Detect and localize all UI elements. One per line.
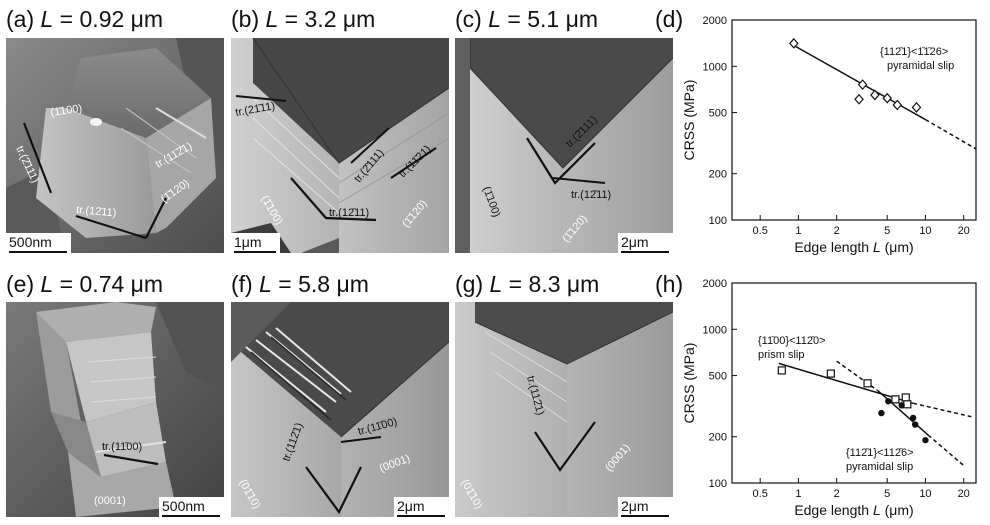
data-point-square	[826, 369, 835, 378]
x-tick-label: 2	[834, 225, 840, 237]
y-tick-label: 1000	[703, 324, 727, 336]
fit-line-dashed	[927, 434, 965, 467]
scale-bar-f: 2μm	[394, 497, 449, 517]
data-point-square	[863, 379, 872, 388]
panel-e-title: (e) L = 0.74 μm	[6, 271, 164, 297]
sem-image-e: tr.(11̄00) (0001) 500nm	[6, 302, 224, 517]
sem-c-label-2: tr.(12̄11)	[571, 189, 611, 201]
data-point-diamond	[882, 92, 893, 104]
x-tick-label: 10	[919, 488, 931, 500]
sem-e-label-2: (0001)	[94, 495, 126, 507]
x-axis-label: Edge length L (μm)	[794, 502, 913, 518]
data-point-diamond	[870, 89, 880, 101]
sem-image-g: tr.(112̄1) (01̄10) (0001) 2μm	[455, 302, 673, 517]
data-point-square	[901, 393, 910, 402]
annotation-pyramidal-slip: pyramidal slip	[887, 60, 954, 72]
crss-chart-h: 0.5 1 2 5 10 20 100 200 500 1000 2000 CRSS (MPa) E…	[681, 278, 977, 518]
sem-a-label-1: (1̄100)	[50, 103, 83, 119]
panel-b-title: (b) L = 3.2 μm	[231, 6, 376, 32]
annotation-prism-slip: prism slip	[758, 349, 804, 361]
sem-b-label-5: tr.(12̄11)	[329, 207, 369, 219]
y-tick-label: 2000	[703, 15, 727, 27]
x-tick-label: 1	[795, 225, 801, 237]
y-tick-label: 100	[709, 478, 727, 490]
y-tick-label: 2000	[703, 278, 727, 290]
fit-line	[778, 362, 914, 405]
x-axis-label: Edge length L (μm)	[794, 239, 913, 255]
scale-bar-e: 500nm	[159, 497, 224, 517]
annotation-pyramidal-system: {112̄1}<112̄6>	[846, 447, 914, 459]
plot-frame	[731, 19, 977, 221]
annotation-slip-system: {112̄1}<1̄1̄26>	[880, 46, 948, 58]
sem-image-b: tr.(21̄11) tr.(2̄111) tr.(11̄21) (1̄100)…	[231, 38, 449, 253]
y-tick-label: 1000	[703, 61, 727, 73]
x-tick-label: 2	[834, 488, 840, 500]
fit-line	[792, 44, 926, 121]
scale-bar-a: 500nm	[6, 233, 71, 253]
panel-f-title: (f) L = 5.8 μm	[231, 271, 369, 297]
data-point-diamond	[789, 37, 799, 49]
plot-frame	[731, 282, 977, 484]
fit-line-dashed	[836, 360, 879, 392]
panel-g-title: (g) L = 8.3 μm	[455, 271, 600, 297]
x-tick-label: 5	[884, 488, 890, 500]
panel-h-title: (h)	[655, 271, 684, 297]
data-point-square	[891, 395, 900, 404]
data-point-circle	[878, 409, 885, 417]
x-tick-label: 20	[958, 488, 970, 500]
annotation-prism-system: {11̄00}<112̄0>	[758, 335, 826, 347]
sem-a-label-4: tr.(12̄11)	[76, 204, 117, 219]
data-point-circle	[911, 421, 919, 428]
data-point-diamond	[911, 102, 922, 113]
data-point-diamond	[857, 79, 868, 91]
data-point-square	[903, 400, 912, 409]
data-point-circle	[885, 398, 892, 405]
data-point-diamond	[854, 93, 864, 105]
data-point-square	[777, 366, 786, 375]
panel-c-title: (c) L = 5.1 μm	[455, 6, 599, 32]
panel-d-title: (d)	[655, 6, 684, 32]
sem-e-label-1: tr.(11̄00)	[102, 441, 142, 453]
sem-image-f: tr.(11̄00) tr.(112̄1) (01̄10) (0001) 2μm	[231, 302, 449, 517]
crss-chart-d: 0.5 1 2 5 10 20 100 200 500 1000 2000 CRSS (MPa) E…	[681, 15, 977, 255]
y-tick-label: 500	[709, 371, 727, 383]
y-tick-label: 200	[709, 432, 727, 444]
scale-bar-g: 2μm	[618, 497, 673, 517]
data-point-circle	[922, 436, 929, 444]
scale-bar-b: 1μm	[231, 233, 280, 253]
data-point-diamond	[892, 99, 903, 111]
data-point-circle	[898, 402, 905, 409]
sem-image-a: (1̄100) tr.(2̄111) tr.(11̄2̄1) tr.(12̄11…	[6, 38, 224, 253]
fit-line	[877, 389, 929, 436]
scale-bar-c: 2μm	[618, 233, 673, 253]
y-tick-label: 200	[709, 169, 727, 181]
y-axis-label: CRSS (MPa)	[681, 343, 697, 424]
fit-line-dashed	[925, 118, 977, 150]
fit-line-dashed	[912, 402, 972, 418]
annotation-pyramidal-slip: pyramidal slip	[846, 461, 913, 473]
x-tick-label: 0.5	[753, 488, 768, 500]
data-point-circle	[909, 414, 917, 422]
x-tick-label: 5	[884, 225, 890, 237]
x-tick-label: 1	[795, 488, 801, 500]
y-axis-label: CRSS (MPa)	[681, 80, 697, 161]
y-tick-label: 100	[709, 215, 727, 227]
x-tick-label: 0.5	[753, 225, 768, 237]
y-tick-label: 500	[709, 108, 727, 120]
x-tick-label: 10	[919, 225, 931, 237]
panel-a-title: (a) L = 0.92 μm	[6, 6, 164, 32]
x-tick-label: 20	[958, 225, 970, 237]
sem-image-c: tr.(2̄111) tr.(12̄11) (1̄100) (1̄120) 2μ…	[455, 38, 673, 253]
